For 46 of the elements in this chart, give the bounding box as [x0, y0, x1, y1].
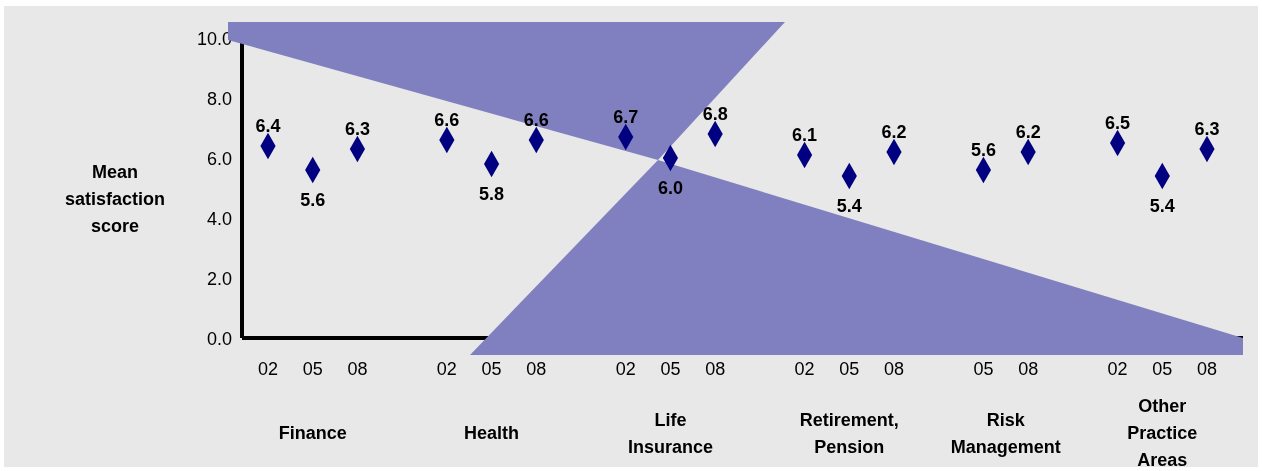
- x-tick-label: 05: [481, 359, 502, 379]
- x-tick-label: 08: [347, 359, 368, 379]
- data-label: 6.2: [1015, 122, 1041, 142]
- data-label: 5.6: [970, 140, 996, 160]
- text: Life Insurance: [627, 409, 713, 457]
- x-tick-label: 05: [839, 359, 860, 379]
- y-tick-label: 4.0: [206, 209, 232, 229]
- x-tick-label: 05: [1152, 359, 1173, 379]
- data-label: 6.4: [255, 116, 281, 136]
- data-label: 6.2: [881, 122, 907, 142]
- data-label: 6.0: [657, 178, 683, 198]
- data-label: 5.4: [1149, 196, 1175, 216]
- x-tick-label: 02: [257, 359, 279, 379]
- x-tick-label: 08: [705, 359, 726, 379]
- y-tick-label: 0.0: [206, 329, 232, 349]
- data-label: 5.6: [300, 190, 326, 210]
- text: Retirement, Pension: [799, 409, 899, 457]
- data-label: 6.3: [344, 119, 370, 139]
- x-tick-label: 02: [794, 359, 815, 379]
- x-tick-label: 05: [973, 359, 994, 379]
- x-tick-label: 08: [1196, 359, 1218, 379]
- data-label: 6.7: [613, 107, 639, 127]
- text: Risk Management: [950, 409, 1061, 457]
- data-label: 5.8: [479, 184, 505, 204]
- x-tick-label: 02: [615, 359, 636, 379]
- x-tick-label: 02: [436, 359, 457, 379]
- data-label: 6.6: [523, 110, 549, 130]
- y-tick-label: 8.0: [206, 89, 232, 109]
- x-tick-label: 08: [883, 359, 905, 379]
- data-label: 5.4: [836, 196, 862, 216]
- y-axis-title: Mean satisfaction score: [64, 162, 166, 236]
- data-label: 6.1: [792, 125, 818, 145]
- text: Other Practice Areas: [1127, 396, 1198, 470]
- data-label: 6.8: [702, 104, 728, 124]
- y-tick-label: 2.0: [206, 269, 232, 289]
- x-tick-label: 08: [526, 359, 547, 379]
- data-label: 6.3: [1194, 119, 1220, 139]
- x-tick-label: 02: [1107, 359, 1128, 379]
- data-label: 6.6: [434, 110, 460, 130]
- x-tick-label: 05: [660, 359, 681, 379]
- text: Health: [464, 423, 520, 443]
- x-tick-label: 05: [302, 359, 323, 379]
- x-tick-label: 08: [1018, 359, 1039, 379]
- data-label: 6.5: [1105, 113, 1131, 133]
- y-tick-label: 6.0: [206, 149, 232, 169]
- text: Finance: [278, 423, 347, 443]
